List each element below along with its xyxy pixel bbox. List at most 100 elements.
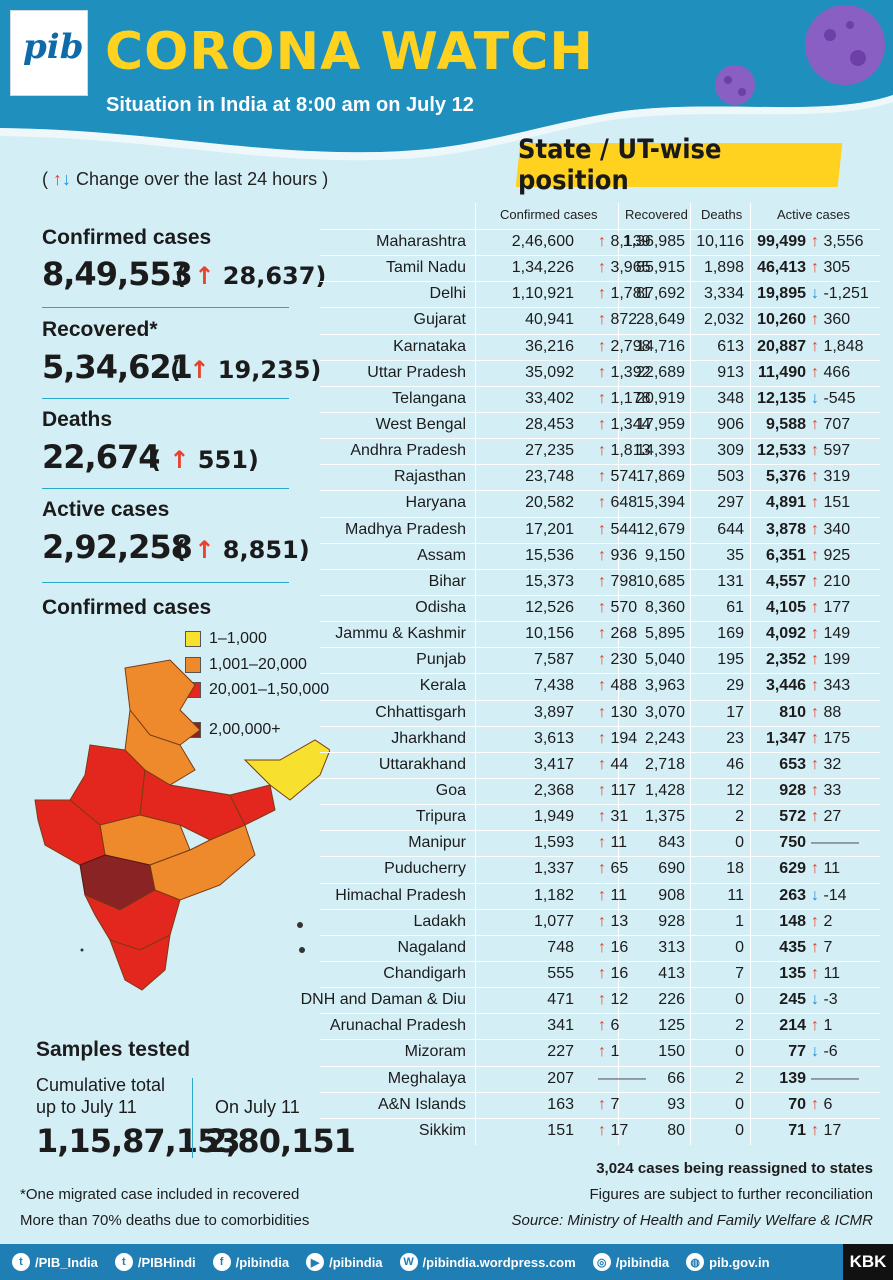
confirmed-cell: 341 [547, 1017, 574, 1035]
recovered-cell: 10,685 [636, 572, 685, 590]
active-change-cell-value: 149 [823, 625, 851, 643]
state-cell: Delhi [429, 285, 466, 303]
confirmed-cell: 17,201 [525, 520, 574, 538]
deaths-cell: 35 [726, 546, 744, 564]
active-cell: 214 [779, 1017, 806, 1035]
state-cell: Tripura [415, 808, 466, 826]
confirmed-change-cell: ↑ 12 [598, 991, 628, 1009]
up-arrow-icon: ↑ [811, 363, 824, 381]
up-arrow-icon: ↑ [598, 233, 611, 250]
deaths-cell: 2 [735, 808, 744, 826]
active-change-cell: ↑ 1 [811, 1017, 832, 1035]
state-cell: Jharkhand [391, 729, 466, 747]
confirmed-change-cell-value: 44 [610, 755, 629, 773]
table-row: Goa 2,368 1,428 12 928 ↑ 117 ↑ 33 [320, 777, 880, 804]
virus-icon-small [715, 65, 755, 105]
table-row: Tripura 1,949 1,375 2 572 ↑ 31 ↑ 27 [320, 804, 880, 830]
confirmed-change-cell: ↑ 117 [598, 782, 636, 800]
recovered-cell: 928 [658, 912, 685, 930]
active-change-cell-value: -545 [823, 389, 856, 407]
confirmed-change-cell-value: 798 [610, 572, 638, 590]
confirmed-cell: 1,949 [533, 808, 574, 826]
recovered-cell: 15,394 [636, 494, 685, 512]
recovered-cell: 14,393 [636, 442, 685, 460]
comorbidities-note: More than 70% deaths due to comorbiditie… [20, 1212, 310, 1229]
deaths-cell: 1 [735, 912, 744, 930]
recovered-cell: 3,963 [644, 677, 685, 695]
footer-link-label: /pibindia [235, 1254, 290, 1270]
confirmed-cell: 471 [547, 991, 574, 1009]
active-change-cell-value: 1 [823, 1017, 833, 1035]
footer-link[interactable]: t/PIB_India [12, 1253, 98, 1271]
recovered-cell: 690 [658, 860, 685, 878]
footer-link[interactable]: ▶/pibindia [306, 1253, 383, 1271]
confirmed-change-cell: ↑ 798 [598, 573, 637, 591]
no-change-icon: ——— [598, 1069, 646, 1087]
footer-link-label: /pibindia [615, 1254, 670, 1270]
active-change-cell: ↑ 11 [811, 965, 840, 983]
up-arrow-icon: ↑ [811, 703, 824, 721]
deaths-cell: 61 [726, 598, 744, 616]
deaths-cell: 2 [735, 1017, 744, 1035]
confirmed-change-cell: ↑ 130 [598, 704, 637, 722]
up-arrow-icon: ↑ [598, 938, 611, 956]
footer-link[interactable]: f/pibindia [212, 1253, 290, 1271]
active-change-cell: ↑ 177 [811, 599, 850, 617]
up-arrow-icon: ↑ [811, 337, 824, 355]
active-change-cell: ↑ 319 [811, 468, 850, 486]
down-arrow-icon: ↓ [811, 991, 824, 1009]
deaths-cell: 309 [717, 442, 744, 460]
section-banner-label: State / UT-wise position [518, 134, 722, 196]
state-cell: Punjab [416, 651, 466, 669]
active-cell: 435 [779, 938, 806, 956]
confirmed-change-cell-value: 16 [610, 938, 629, 956]
confirmed-cell: 2,46,600 [511, 233, 574, 250]
active-cell: 2,352 [765, 651, 806, 669]
table-row: Maharashtra 2,46,600 1,36,985 10,116 99,499 ↑… [320, 229, 880, 255]
header: pib CORONA WATCH Situation in India at 8… [0, 0, 893, 165]
active-change-cell-value: 707 [823, 415, 851, 433]
deaths-cell: 503 [717, 468, 744, 486]
active-change-cell-value: 11 [823, 964, 841, 982]
confirmed-change-cell-value: 130 [610, 703, 638, 721]
confirmed-cell: 163 [547, 1095, 574, 1113]
deaths-cell: 10,116 [696, 233, 744, 250]
confirmed-cell: 28,453 [525, 415, 574, 433]
up-arrow-icon: ↑ [598, 625, 611, 643]
up-arrow-icon: ↑ [598, 520, 611, 538]
deaths-cell: 11 [727, 886, 744, 904]
up-arrow-icon: ↑ [598, 598, 611, 616]
recovered-cell: 3,070 [644, 703, 685, 721]
footer-link[interactable]: ◍ pib.gov.in [686, 1253, 770, 1271]
confirmed-cell: 35,092 [525, 363, 574, 381]
state-cell: Himachal Pradesh [335, 886, 466, 904]
footer-link[interactable]: t/PIBHindi [114, 1253, 196, 1271]
confirmed-change-cell: ↑ 1 [598, 1043, 619, 1061]
state-cell: Chandigarh [383, 964, 466, 982]
state-cell: Uttarakhand [378, 755, 466, 773]
active-cell: 4,092 [765, 625, 806, 643]
cumulative-label-line1: Cumulative total [36, 1075, 166, 1095]
active-change-cell-value: 7 [823, 938, 833, 956]
footer-link[interactable]: W/pibindia.wordpress.com [399, 1253, 576, 1271]
footer-link[interactable]: ◎/pibindia [592, 1253, 670, 1271]
up-arrow-icon: ↑ [598, 389, 611, 407]
up-arrow-icon: ↑ [598, 442, 611, 460]
up-arrow-icon: ↑ [598, 886, 611, 904]
confirmed-cell: 1,077 [533, 912, 574, 930]
deaths-cell: 17 [726, 703, 744, 721]
active-cell: 20,887 [757, 337, 806, 355]
active-change-cell-value: 343 [823, 677, 851, 695]
recovered-cell: 150 [658, 1043, 685, 1061]
active-cell: 19,895 [757, 285, 806, 303]
recovered-cell: 9,150 [644, 546, 685, 564]
day-value: 2,80,151 [205, 1122, 356, 1160]
recovered-change-value: 19,235 [217, 356, 311, 384]
deaths-cell: 29 [726, 677, 744, 695]
table-row: Tamil Nadu 1,34,226 85,915 1,898 46,413 ↑ 3,9… [320, 255, 880, 281]
change-legend: ( ↑↓ Change over the last 24 hours ) [42, 169, 328, 190]
active-cell: 71 [788, 1121, 806, 1139]
confirmed-cell: 7,587 [533, 651, 574, 669]
confirmed-change-cell: ↑ 13 [598, 913, 628, 931]
confirmed-change-cell: ——— [598, 1070, 646, 1088]
